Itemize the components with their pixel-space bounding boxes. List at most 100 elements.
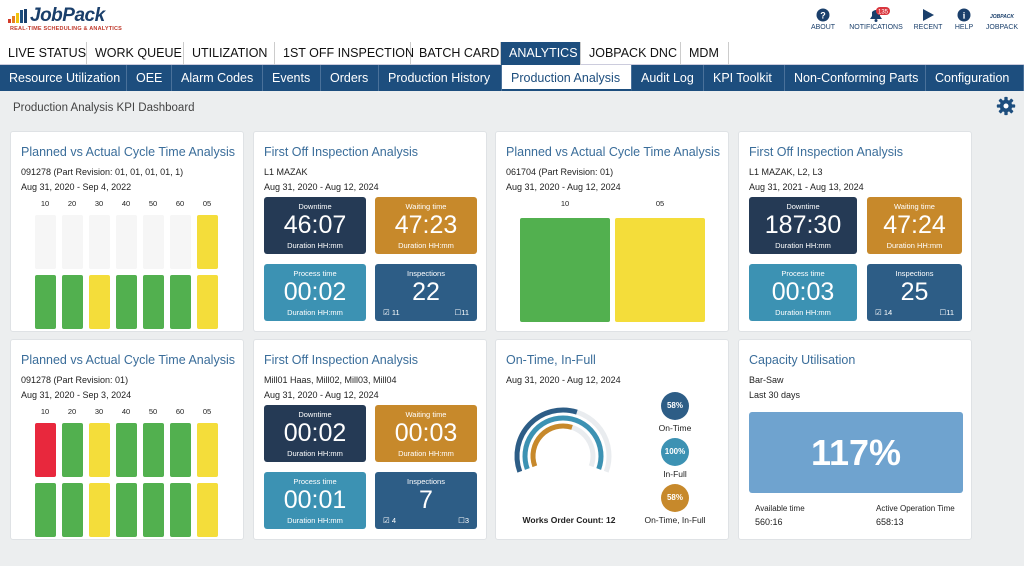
subtab-non-conforming-parts[interactable]: Non-Conforming Parts bbox=[785, 65, 926, 91]
otif-circle: 58% bbox=[661, 484, 689, 512]
ontime-label: On-Time bbox=[658, 423, 692, 433]
passed-count-value: 4 bbox=[391, 516, 396, 525]
date-range: Aug 31, 2020 - Sep 3, 2024 bbox=[21, 390, 132, 400]
inspections-tile: Inspections 7 ☑ 4 ☐3 bbox=[375, 472, 477, 529]
inspection-card-3[interactable]: First Off Inspection Analysis Mill01 Haa… bbox=[253, 339, 487, 540]
info-icon: i bbox=[957, 8, 971, 22]
about-button[interactable]: ? ABOUT bbox=[808, 6, 838, 31]
waiting-time-tile: Waiting time 47:23 Duration HH:mm bbox=[375, 197, 477, 254]
tab-1st-off-inspection[interactable]: 1ST OFF INSPECTION bbox=[275, 42, 414, 65]
notifications-label: NOTIFICATIONS bbox=[849, 24, 903, 31]
planned-bar bbox=[170, 423, 191, 477]
op-label: 60 bbox=[175, 407, 185, 416]
gauge-arc-infull bbox=[522, 415, 604, 470]
passed-count: ☑ 14 bbox=[875, 308, 892, 317]
gauge-arc-otif bbox=[530, 423, 573, 468]
actual-bar bbox=[170, 483, 191, 537]
tab-work-queue[interactable]: WORK QUEUE bbox=[87, 42, 184, 65]
main-tabs: LIVE STATUS WORK QUEUE UTILIZATION 1ST O… bbox=[0, 42, 1024, 65]
subtab-events[interactable]: Events bbox=[263, 65, 321, 91]
ontime-circle: 58% bbox=[661, 392, 689, 420]
otif-label: On-Time, In-Full bbox=[644, 515, 706, 525]
svg-text:i: i bbox=[963, 11, 966, 21]
op-label: 40 bbox=[121, 407, 131, 416]
card-title: Capacity Utilisation bbox=[749, 353, 856, 367]
tab-utilization[interactable]: UTILIZATION bbox=[184, 42, 275, 65]
waiting-time-value: 47:24 bbox=[883, 211, 946, 239]
logo-tagline: REAL-TIME SCHEDULING & ANALYTICS bbox=[10, 26, 123, 32]
tile-unit: Duration HH:mm bbox=[398, 241, 454, 250]
waiting-time-tile: Waiting time 47:24 Duration HH:mm bbox=[867, 197, 962, 254]
notifications-button[interactable]: 135 NOTIFICATIONS bbox=[846, 6, 906, 31]
tile-label: Downtime bbox=[786, 202, 820, 211]
otif-gauge bbox=[514, 407, 612, 473]
tile-unit: Duration HH:mm bbox=[775, 308, 831, 317]
cycle-time-card-3[interactable]: Planned vs Actual Cycle Time Analysis 09… bbox=[10, 339, 244, 540]
inspections-tile: Inspections 22 ☑ 11 ☐11 bbox=[375, 264, 477, 321]
actual-bar bbox=[615, 218, 705, 322]
tile-label: Downtime bbox=[298, 410, 332, 419]
planned-bar bbox=[116, 423, 137, 477]
jobpack-logo[interactable]: JobPack REAL-TIME SCHEDULING & ANALYTICS bbox=[8, 5, 122, 35]
tile-label: Inspections bbox=[407, 269, 445, 278]
cycle-time-card-1[interactable]: Planned vs Actual Cycle Time Analysis 09… bbox=[10, 131, 244, 332]
planned-bar bbox=[197, 215, 218, 269]
subtab-resource-utilization[interactable]: Resource Utilization bbox=[0, 65, 127, 91]
cycle-grid: 10 20 30 40 50 60 05 bbox=[11, 340, 243, 539]
tab-live-status[interactable]: LIVE STATUS bbox=[0, 42, 87, 65]
open-count: ☐3 bbox=[458, 516, 469, 525]
actual-bar bbox=[35, 275, 56, 329]
subtab-alarm-codes[interactable]: Alarm Codes bbox=[172, 65, 263, 91]
card-title: First Off Inspection Analysis bbox=[264, 145, 418, 159]
planned-bar bbox=[35, 215, 56, 269]
card-title: First Off Inspection Analysis bbox=[264, 353, 418, 367]
inspection-card-1[interactable]: First Off Inspection Analysis L1 MAZAK A… bbox=[253, 131, 487, 332]
downtime-value: 187:30 bbox=[764, 211, 842, 239]
jobpack-user-button[interactable]: JOBPACK JOBPACK bbox=[984, 6, 1020, 31]
infull-label: In-Full bbox=[663, 469, 687, 479]
actual-bar bbox=[143, 275, 164, 329]
cycle-time-card-2[interactable]: Planned vs Actual Cycle Time Analysis 06… bbox=[495, 131, 729, 332]
subtab-audit-log[interactable]: Audit Log bbox=[632, 65, 704, 91]
about-label: ABOUT bbox=[810, 24, 836, 31]
op-label: 10 bbox=[40, 199, 50, 208]
subtab-production-analysis[interactable]: Production Analysis bbox=[502, 65, 632, 91]
open-count: ☐11 bbox=[454, 308, 469, 317]
tab-analytics[interactable]: ANALYTICS bbox=[501, 42, 581, 65]
tab-jobpack-dnc[interactable]: JOBPACK DNC bbox=[581, 42, 681, 65]
subtab-configuration[interactable]: Configuration bbox=[926, 65, 1024, 91]
process-time-tile: Process time 00:02 Duration HH:mm bbox=[264, 264, 366, 321]
op-label: 05 bbox=[202, 407, 212, 416]
actual-bar bbox=[62, 483, 83, 537]
tile-label: Waiting time bbox=[894, 202, 935, 211]
tab-batch-card[interactable]: BATCH CARD bbox=[411, 42, 501, 65]
available-time-value: 560:16 bbox=[755, 517, 783, 527]
actual-bar bbox=[520, 218, 610, 322]
planned-bar bbox=[143, 215, 164, 269]
capacity-card[interactable]: Capacity Utilisation Bar-Saw Last 30 day… bbox=[738, 339, 972, 540]
svg-text:?: ? bbox=[820, 11, 826, 21]
date-range: Aug 31, 2020 - Aug 12, 2024 bbox=[506, 375, 621, 385]
tile-label: Inspections bbox=[407, 477, 445, 486]
help-button[interactable]: i HELP bbox=[952, 6, 976, 31]
inspection-card-2[interactable]: First Off Inspection Analysis L1 MAZAK, … bbox=[738, 131, 972, 332]
passed-count-value: 14 bbox=[883, 308, 893, 317]
tile-unit: Duration HH:mm bbox=[287, 449, 343, 458]
process-time-value: 00:03 bbox=[771, 278, 835, 306]
card-title: On-Time, In-Full bbox=[506, 353, 596, 367]
otif-card[interactable]: On-Time, In-Full Aug 31, 2020 - Aug 12, … bbox=[495, 339, 729, 540]
date-range: Aug 31, 2020 - Sep 4, 2022 bbox=[21, 182, 132, 192]
op-label: 05 bbox=[655, 199, 665, 208]
open-count: ☐11 bbox=[939, 308, 954, 317]
logo-bars-icon bbox=[8, 9, 27, 23]
subtab-orders[interactable]: Orders bbox=[321, 65, 379, 91]
subtab-kpi-toolkit[interactable]: KPI Toolkit bbox=[704, 65, 785, 91]
tab-mdm[interactable]: MDM bbox=[681, 42, 729, 65]
gear-icon[interactable] bbox=[996, 96, 1016, 116]
tile-unit: Duration HH:mm bbox=[287, 241, 343, 250]
actual-bar bbox=[35, 483, 56, 537]
tile-label: Waiting time bbox=[405, 202, 447, 211]
recent-button[interactable]: RECENT bbox=[912, 6, 944, 31]
subtab-production-history[interactable]: Production History bbox=[379, 65, 502, 91]
subtab-oee[interactable]: OEE bbox=[127, 65, 172, 91]
